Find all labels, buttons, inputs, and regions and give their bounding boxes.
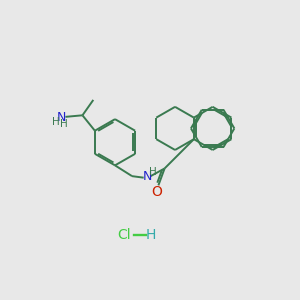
Text: H: H: [60, 119, 68, 129]
Text: H: H: [149, 167, 157, 177]
Text: N: N: [57, 111, 66, 124]
Text: N: N: [143, 170, 152, 183]
Text: O: O: [152, 185, 162, 199]
Text: Cl: Cl: [118, 228, 131, 242]
Text: H: H: [52, 117, 60, 127]
Text: H: H: [146, 228, 156, 242]
